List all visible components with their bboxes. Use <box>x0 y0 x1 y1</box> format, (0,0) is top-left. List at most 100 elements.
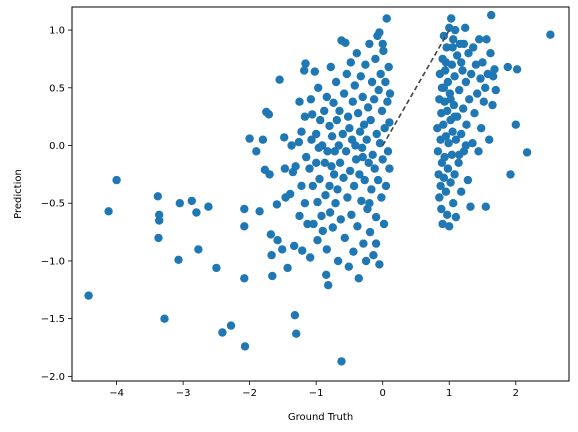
data-point <box>333 256 343 266</box>
data-point <box>381 77 390 87</box>
data-point <box>486 49 495 58</box>
data-point <box>377 106 387 116</box>
data-point <box>343 193 352 202</box>
data-point <box>461 77 471 87</box>
data-point <box>324 281 333 290</box>
data-point <box>462 120 471 129</box>
data-point <box>364 158 373 167</box>
data-point <box>367 185 376 194</box>
data-point <box>355 127 365 136</box>
x-axis-label: Ground Truth <box>288 412 353 423</box>
data-point <box>280 133 289 142</box>
data-point <box>441 187 451 196</box>
data-point <box>84 291 93 300</box>
y-tick-label: 0.0 <box>49 141 65 152</box>
y-tick-label: −1.5 <box>41 314 65 325</box>
data-point <box>469 43 478 52</box>
data-point <box>383 97 392 106</box>
data-point <box>297 127 306 136</box>
y-tick-label: 1.0 <box>49 26 65 37</box>
data-point <box>443 106 452 116</box>
data-point <box>353 222 362 231</box>
data-point <box>212 263 221 273</box>
data-point <box>443 164 453 173</box>
data-point <box>355 170 364 179</box>
data-point <box>458 66 467 75</box>
data-point <box>374 85 383 95</box>
data-point <box>477 124 486 133</box>
data-point <box>457 187 466 196</box>
data-point <box>367 77 377 87</box>
data-point <box>327 162 336 171</box>
data-point <box>439 83 449 93</box>
data-point <box>490 65 499 74</box>
data-point <box>315 174 324 184</box>
data-point <box>240 342 250 351</box>
data-point <box>331 199 340 208</box>
data-point <box>325 181 334 191</box>
data-point <box>373 175 383 185</box>
data-point <box>376 69 385 79</box>
data-point <box>358 152 367 162</box>
data-point <box>240 204 249 214</box>
y-tick-label: 0.5 <box>49 83 65 94</box>
data-point <box>298 246 307 255</box>
data-point <box>280 164 290 173</box>
data-point <box>326 62 335 72</box>
data-point <box>370 164 379 173</box>
data-point <box>300 66 309 75</box>
data-point <box>294 137 304 147</box>
data-point <box>475 35 484 44</box>
data-point <box>325 208 335 217</box>
data-point <box>512 65 522 74</box>
data-point <box>348 97 357 106</box>
data-point <box>385 89 395 98</box>
data-point <box>372 129 381 139</box>
data-point <box>450 170 459 179</box>
data-point <box>290 241 299 251</box>
data-point <box>361 60 370 69</box>
y-axis-label: Prediction <box>13 169 24 219</box>
data-point <box>349 247 358 256</box>
data-point <box>446 95 455 104</box>
data-point <box>322 270 331 279</box>
data-point <box>343 112 353 121</box>
data-point <box>467 69 476 79</box>
data-point <box>345 124 354 133</box>
data-point <box>447 150 457 159</box>
data-point <box>283 263 292 273</box>
data-point <box>346 58 355 67</box>
data-point <box>305 164 314 173</box>
data-point <box>112 175 121 185</box>
data-point <box>302 152 311 162</box>
data-point <box>290 311 300 320</box>
data-point <box>378 39 387 49</box>
data-point <box>331 77 341 87</box>
data-point <box>449 199 458 208</box>
data-point <box>313 197 322 207</box>
data-point <box>357 196 366 206</box>
data-point <box>344 262 353 271</box>
data-point <box>339 89 349 98</box>
data-point <box>354 274 363 283</box>
data-point <box>358 92 367 102</box>
data-point <box>352 49 361 58</box>
x-tick-label: −2 <box>242 388 257 399</box>
reference-diagonal-line <box>382 29 450 146</box>
data-point <box>441 66 450 75</box>
data-point <box>356 72 365 81</box>
data-point <box>371 239 381 248</box>
y-tick-label: −2.0 <box>41 372 65 383</box>
data-point <box>325 121 334 131</box>
data-point <box>375 260 384 269</box>
data-point <box>382 14 391 23</box>
data-point <box>255 207 264 216</box>
data-point <box>491 85 500 95</box>
data-point <box>306 95 316 104</box>
data-point <box>328 223 337 232</box>
data-point <box>457 129 466 139</box>
data-point <box>287 141 296 150</box>
data-point <box>322 245 331 254</box>
x-tick-label: −1 <box>309 388 324 399</box>
data-point <box>380 124 389 133</box>
